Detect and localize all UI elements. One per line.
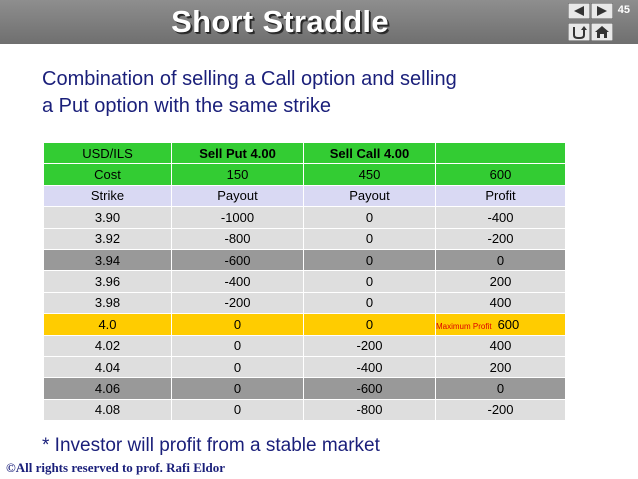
- table-cell: 3.94: [43, 248, 172, 272]
- header-cell-sell-put: Sell Put 4.00: [171, 141, 304, 165]
- straddle-table: USD/ILS Sell Put 4.00 Sell Call 4.00 Cos…: [43, 141, 566, 422]
- table-cell: -400: [303, 355, 436, 379]
- table-cell: Profit: [435, 184, 566, 208]
- subtitle-line-2: a Put option with the same strike: [42, 95, 332, 117]
- slide-title: Short Straddle: [171, 4, 389, 39]
- arrow-left-icon[interactable]: [568, 3, 590, 19]
- slide-number: 45: [617, 4, 630, 16]
- table-cell: Maximum Profit 600: [435, 313, 566, 336]
- table-cell: 0: [171, 377, 304, 400]
- header-cell-sell-call: Sell Call 4.00: [303, 141, 436, 165]
- table-cell: 3.98: [43, 291, 172, 315]
- table-cell: 3.90: [43, 206, 172, 229]
- table-cell: 0: [171, 334, 304, 357]
- table-cell: 4.02: [43, 334, 172, 357]
- table-cell: -1000: [171, 206, 304, 229]
- title-container: Short Straddle: [0, 0, 560, 44]
- table-cell: Strike: [43, 184, 172, 208]
- header-cell-empty: [435, 141, 566, 165]
- table-cell: 4.04: [43, 355, 172, 379]
- table-cell: 0: [171, 313, 304, 336]
- table-row: 3.98 -200 0 400: [43, 291, 566, 315]
- table-cell: -200: [435, 398, 566, 422]
- home-icon[interactable]: [591, 23, 613, 41]
- table-cell: Cost: [43, 163, 172, 186]
- table-row: 3.96 -400 0 200: [43, 270, 566, 293]
- table-cell: -800: [303, 398, 436, 422]
- table-cell: -400: [435, 206, 566, 229]
- table-cell: 3.96: [43, 270, 172, 293]
- subtitle-line-1: Combination of selling a Call option and…: [42, 68, 457, 90]
- table-cell: -200: [171, 291, 304, 315]
- table-cell: 0: [303, 270, 436, 293]
- table-cell: 0: [435, 248, 566, 272]
- table-cell: 0: [171, 355, 304, 379]
- table-cell: 150: [171, 163, 304, 186]
- investor-note: * Investor will profit from a stable mar…: [42, 435, 380, 456]
- table-cell: -600: [303, 377, 436, 400]
- table-row: 4.06 0 -600 0: [43, 377, 566, 400]
- table-cell: 0: [303, 248, 436, 272]
- table-cell: 4.0: [43, 313, 172, 336]
- table-row: 3.90 -1000 0 -400: [43, 206, 566, 229]
- table-cell: 200: [435, 270, 566, 293]
- table-row: 4.08 0 -800 -200: [43, 398, 566, 422]
- max-profit-label: Maximum Profit: [436, 321, 492, 331]
- copyright-footer: ©All rights reserved to prof. Rafi Eldor: [6, 460, 226, 475]
- table-cell: 0: [303, 206, 436, 229]
- table-header-row: USD/ILS Sell Put 4.00 Sell Call 4.00: [43, 141, 566, 165]
- table-row: 3.94 -600 0 0: [43, 248, 566, 272]
- table-cell: Payout: [171, 184, 304, 208]
- table-cell: 0: [171, 398, 304, 422]
- table-cell: 200: [435, 355, 566, 379]
- table-cell: Payout: [303, 184, 436, 208]
- table-cell: 0: [435, 377, 566, 400]
- table-row: 3.92 -800 0 -200: [43, 227, 566, 250]
- table-cell: -400: [171, 270, 304, 293]
- table-cell: 3.92: [43, 227, 172, 250]
- table-cell: 0: [303, 291, 436, 315]
- table-cell: -200: [303, 334, 436, 357]
- arrow-right-icon[interactable]: [591, 3, 613, 19]
- cost-row: Cost 150 450 600: [43, 163, 566, 186]
- max-profit-value: 600: [497, 316, 520, 332]
- header-cell-usd-ils: USD/ILS: [43, 141, 172, 165]
- table-row: 4.02 0 -200 400: [43, 334, 566, 357]
- title-bar: Short Straddle 45: [0, 0, 638, 44]
- table-cell: 0: [303, 313, 436, 336]
- table-cell: -200: [435, 227, 566, 250]
- table-cell: 600: [435, 163, 566, 186]
- return-icon[interactable]: [568, 23, 590, 41]
- table-cell: -800: [171, 227, 304, 250]
- table-row: 4.04 0 -400 200: [43, 355, 566, 379]
- table-cell: 0: [303, 227, 436, 250]
- table-cell: 400: [435, 334, 566, 357]
- table-cell: 400: [435, 291, 566, 315]
- table-cell: 450: [303, 163, 436, 186]
- max-profit-row: 4.0 0 0 Maximum Profit 600: [43, 313, 566, 336]
- column-labels-row: Strike Payout Payout Profit: [43, 184, 566, 208]
- subtitle: Combination of selling a Call option and…: [42, 66, 602, 120]
- table-cell: 4.06: [43, 377, 172, 400]
- table-cell: -600: [171, 248, 304, 272]
- table-cell: 4.08: [43, 398, 172, 422]
